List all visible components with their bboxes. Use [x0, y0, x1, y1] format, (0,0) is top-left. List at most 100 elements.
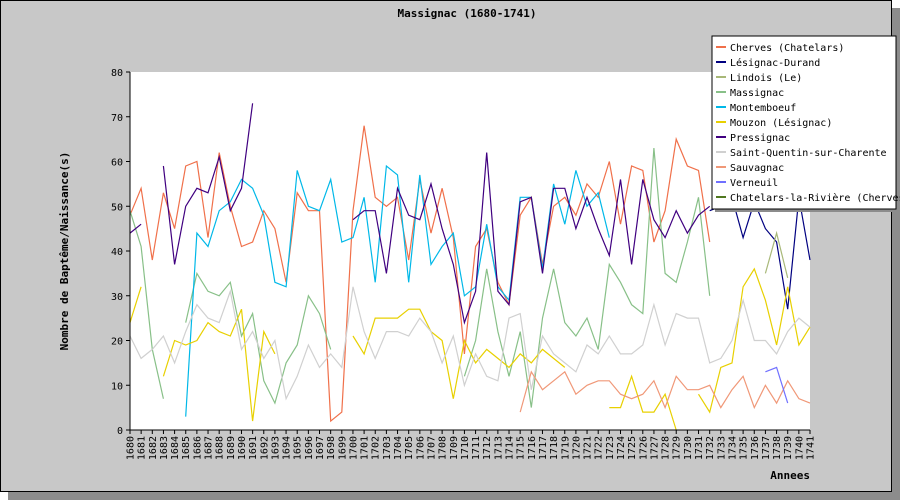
legend-label: Saint-Quentin-sur-Charente: [730, 148, 887, 159]
x-tick-label: 1699: [337, 436, 348, 460]
x-tick-label: 1680: [126, 436, 137, 460]
x-tick-label: 1740: [794, 436, 805, 460]
series-line-7: [129, 286, 811, 401]
x-tick-label: 1688: [215, 436, 226, 460]
x-tick-label: 1682: [148, 436, 159, 460]
x-tick-label: 1701: [360, 436, 371, 460]
legend-label: Mouzon (Lésignac): [730, 117, 832, 129]
x-tick-label: 1723: [605, 436, 616, 460]
legend-box: [711, 35, 897, 210]
x-tick-label: 1726: [638, 436, 649, 460]
legend-label: Montemboeuf: [730, 103, 796, 114]
legend-label: Lésignac-Durand: [730, 57, 820, 69]
plot-area: [130, 72, 810, 430]
x-tick-label: 1697: [315, 436, 326, 460]
x-tick-label: 1717: [538, 436, 549, 460]
x-tick-label: 1735: [739, 436, 750, 460]
x-tick-label: 1715: [516, 436, 527, 460]
y-tick-label: 30: [111, 292, 123, 303]
x-tick-label: 1685: [181, 436, 192, 460]
x-tick-label: 1734: [728, 436, 739, 460]
series-line-5: [352, 308, 566, 399]
legend: Cherves (Chatelars) Lésignac-Durand Lindoi…: [711, 35, 900, 212]
y-tick-label: 50: [111, 202, 123, 213]
x-tick-label: 1690: [237, 436, 248, 460]
x-tick-label: 1693: [270, 436, 281, 460]
x-tick-label: 1716: [527, 436, 538, 460]
x-tick-label: 1700: [349, 436, 360, 460]
x-tick-label: 1729: [672, 436, 683, 460]
x-tick-label: 1720: [571, 436, 582, 460]
x-tick-label: 1718: [549, 436, 560, 460]
x-tick-label: 1737: [761, 436, 772, 460]
legend-label: Cherves (Chatelars): [730, 43, 844, 54]
x-tick-label: 1695: [293, 436, 304, 460]
x-tick-label: 1705: [404, 436, 415, 460]
series-line-5: [697, 267, 811, 414]
x-tick-label: 1706: [415, 436, 426, 460]
x-tick-label: 1686: [192, 436, 203, 460]
x-tick-label: 1687: [204, 436, 215, 460]
x-tick-label: 1727: [649, 436, 660, 460]
x-tick-label: 1741: [806, 436, 817, 460]
x-tick-label: 1739: [783, 436, 794, 460]
series-line-3: [463, 148, 711, 408]
legend-label: Sauvagnac: [730, 163, 784, 174]
x-tick-label: 1714: [505, 436, 516, 460]
y-tick-label: 70: [111, 113, 123, 124]
x-tick-label: 1712: [482, 436, 493, 460]
series-line-8: [519, 370, 811, 413]
x-tick-label: 1684: [170, 436, 181, 460]
x-tick-label: 1713: [493, 436, 504, 460]
x-axis-label: Annees: [770, 469, 810, 482]
x-tick-label: 1728: [661, 436, 672, 460]
x-tick-label: 1692: [259, 436, 270, 460]
y-tick-label: 40: [111, 247, 123, 258]
legend-label: Lindois (Le): [730, 73, 802, 84]
x-tick-label: 1681: [137, 436, 148, 460]
chart-title: Massignac (1680-1741): [397, 7, 536, 20]
series-line-3: [185, 271, 332, 405]
x-tick-label: 1702: [371, 436, 382, 460]
legend-label: Massignac: [730, 88, 784, 99]
x-tick-label: 1689: [226, 436, 237, 460]
x-tick-label: 1725: [627, 436, 638, 460]
x-tick-label: 1704: [393, 436, 404, 460]
y-tick-label: 60: [111, 158, 123, 169]
legend-label: Chatelars-la-Rivière (Cherves): [730, 192, 900, 204]
frame-shadow-right: [892, 8, 900, 500]
x-tick-label: 1730: [683, 436, 694, 460]
x-tick-label: 1696: [304, 436, 315, 460]
x-tick-label: 1736: [750, 436, 761, 460]
x-tick-label: 1733: [716, 436, 727, 460]
x-tick-label: 1722: [594, 436, 605, 460]
x-tick-label: 1731: [694, 436, 705, 460]
series-layer: [129, 103, 811, 431]
x-tick-label: 1683: [159, 436, 170, 460]
series-line-5: [129, 286, 142, 323]
legend-label: Verneuil: [730, 178, 778, 189]
x-tick-label: 1738: [772, 436, 783, 460]
y-axis-label: Nombre de Baptême/Naissance(s): [58, 152, 71, 351]
y-tick-label: 0: [117, 426, 123, 437]
y-tick-label: 80: [111, 68, 123, 79]
x-tick-label: 1732: [705, 436, 716, 460]
x-tick-label: 1709: [449, 436, 460, 460]
series-line-6: [129, 223, 142, 234]
series-line-6: [162, 103, 254, 265]
x-tick-label: 1698: [326, 436, 337, 460]
series-line-2: [764, 230, 789, 279]
series-line-5: [609, 374, 677, 431]
x-tick-label: 1708: [438, 436, 449, 460]
y-tick-label: 20: [111, 337, 123, 348]
x-tick-label: 1703: [382, 436, 393, 460]
series-line-6: [352, 152, 711, 325]
x-tick-label: 1707: [427, 436, 438, 460]
legend-label: Pressignac: [730, 133, 790, 144]
series-line-9: [765, 366, 789, 404]
x-tick-label: 1719: [560, 436, 571, 460]
x-tick-label: 1721: [583, 436, 594, 460]
x-tick-label: 1724: [616, 436, 627, 460]
